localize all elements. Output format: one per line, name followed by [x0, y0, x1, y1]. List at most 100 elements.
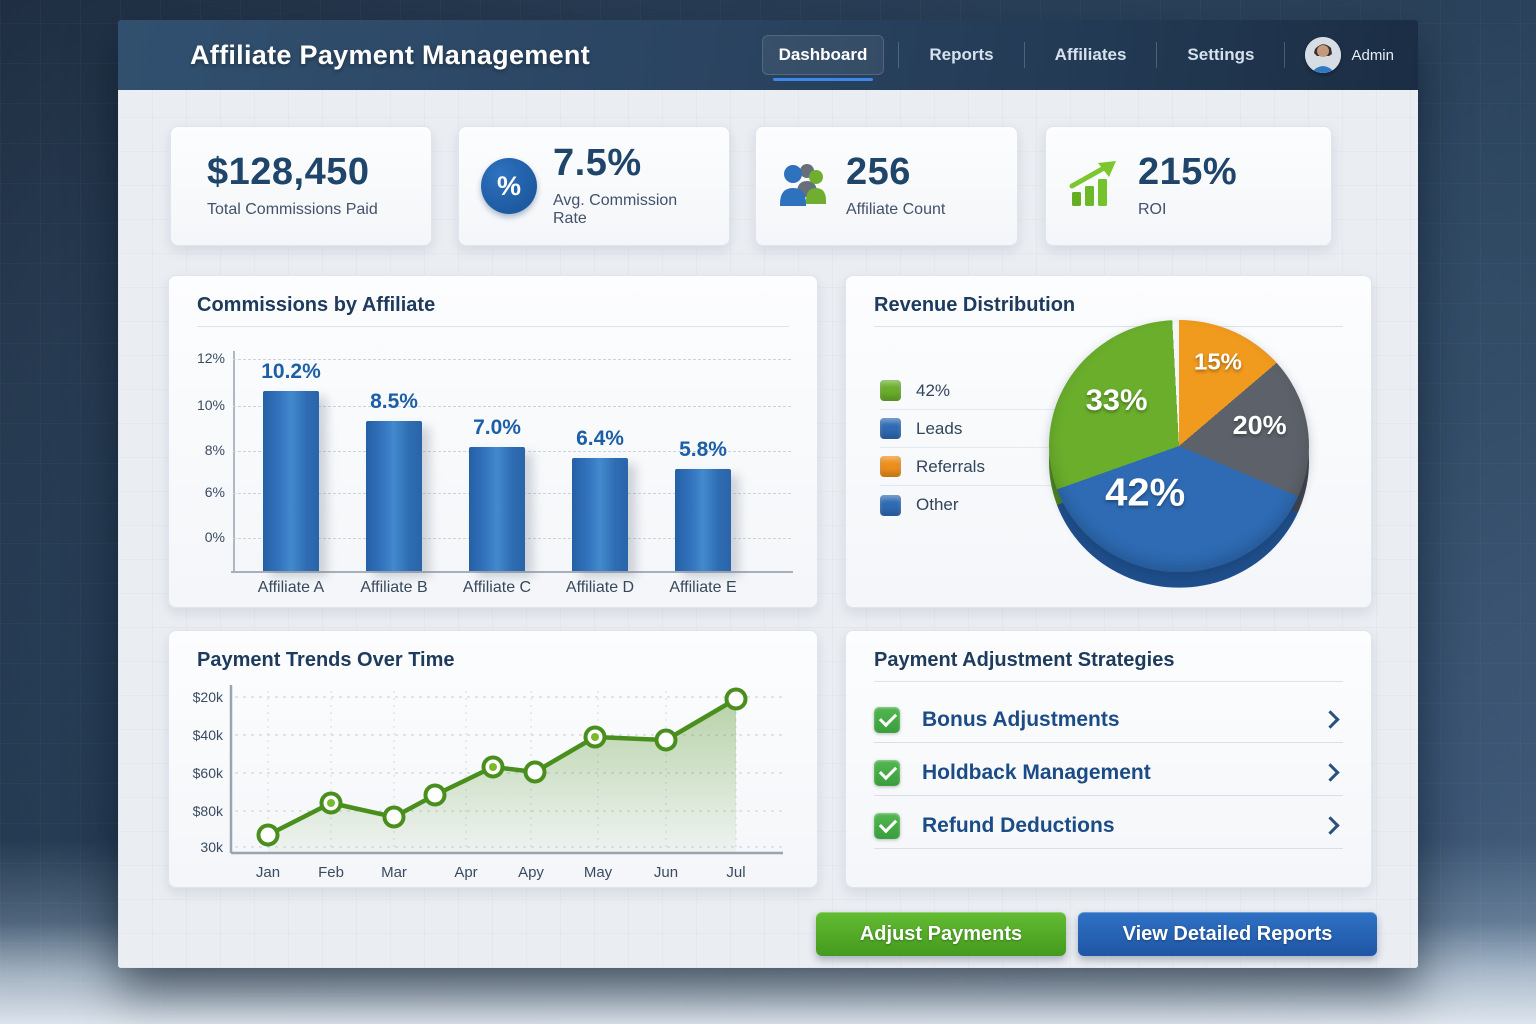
- legend-swatch: [880, 456, 901, 477]
- growth-chart-icon: [1068, 160, 1122, 213]
- legend-label: Referrals: [916, 456, 985, 476]
- checkbox-checked-icon[interactable]: [874, 706, 900, 733]
- nav-separator: [1156, 42, 1158, 68]
- data-point-inner-dot: [327, 799, 335, 807]
- dashboard-content: $128,450 Total Commissions Paid % 7.5% A…: [118, 90, 1418, 968]
- divider: [874, 681, 1343, 682]
- nav-menu: Dashboard Reports Affiliates Settings Ad…: [761, 35, 1394, 81]
- nav-separator: [1023, 42, 1025, 68]
- y-axis-line: [233, 351, 235, 571]
- bar-category-label: Affiliate D: [565, 579, 635, 596]
- strategy-row[interactable]: Holdback Management: [874, 750, 1343, 796]
- bar-chart-panel: Commissions by Affiliate 12% 10% 8% 6% 0% 10.…: [168, 275, 818, 608]
- pie-chart: 15% 20% 42% 33%: [1049, 319, 1309, 588]
- kpi-label: Affiliate Count: [846, 200, 946, 218]
- legend-label: Leads: [916, 418, 963, 438]
- kpi-value: 7.5%: [553, 142, 642, 185]
- chevron-right-icon[interactable]: [1321, 710, 1340, 729]
- gridline: [233, 406, 791, 407]
- strategies-title: Payment Adjustment Strategies: [874, 649, 1175, 671]
- legend-item: Other: [880, 486, 1060, 524]
- legend-label: 42%: [916, 380, 951, 400]
- kpi-card-total-commissions: $128,450 Total Commissions Paid: [170, 126, 432, 246]
- x-tick-label: Jan: [256, 864, 280, 881]
- user-menu[interactable]: Admin: [1299, 37, 1394, 73]
- kpi-value: 256: [846, 151, 911, 194]
- x-tick-label: Feb: [318, 864, 344, 881]
- kpi-value: 215%: [1138, 151, 1238, 194]
- x-tick-label: Mar: [381, 864, 407, 881]
- legend-swatch: [880, 380, 901, 401]
- legend-swatch: [880, 418, 901, 439]
- x-tick-label: May: [584, 864, 613, 881]
- pie-slice-label: 20%: [1232, 410, 1287, 440]
- legend-item: Referrals: [880, 448, 1060, 486]
- bar-category-label: Affiliate C: [462, 579, 532, 596]
- bar-category-label: Affiliate B: [360, 579, 428, 596]
- y-tick-label: $60k: [193, 765, 224, 781]
- bar[interactable]: [469, 447, 525, 571]
- data-point-marker: [654, 728, 678, 752]
- legend-item: 42%: [880, 372, 1060, 410]
- y-tick-label: 30k: [200, 839, 224, 855]
- bar-category-label: Affiliate A: [257, 579, 325, 596]
- kpi-value: $128,450: [207, 151, 370, 194]
- chevron-right-icon[interactable]: [1321, 763, 1340, 782]
- app-title: Affiliate Payment Management: [190, 39, 590, 70]
- y-tick-label: 12%: [196, 350, 225, 366]
- divider: [197, 326, 789, 327]
- pie-chart-title: Revenue Distribution: [874, 294, 1076, 316]
- legend-swatch: [880, 494, 901, 516]
- bar-value-label: 7.0%: [473, 416, 521, 439]
- adjust-payments-button[interactable]: Adjust Payments: [816, 912, 1066, 956]
- bar-chart-plot: 12% 10% 8% 6% 0% 10.2% Affiliate A 8.5% Affiliat…: [169, 276, 817, 607]
- nav-item-dashboard[interactable]: Dashboard: [761, 35, 885, 81]
- data-point-marker: [423, 783, 447, 807]
- bar[interactable]: [572, 458, 628, 571]
- data-point-marker: [724, 687, 748, 711]
- strategy-row[interactable]: Refund Deductions: [874, 803, 1343, 849]
- bar-value-label: 6.4%: [576, 427, 624, 450]
- user-avatar-image: [1305, 37, 1342, 73]
- avatar[interactable]: [1305, 37, 1342, 73]
- data-point-inner-dot: [489, 763, 497, 771]
- percent-icon: %: [481, 158, 537, 214]
- bar[interactable]: [263, 391, 319, 571]
- checkbox-checked-icon[interactable]: [874, 812, 900, 839]
- navbar: Affiliate Payment Management Dashboard R…: [118, 20, 1418, 90]
- checkbox-checked-icon[interactable]: [874, 759, 900, 786]
- gridline: [233, 359, 791, 360]
- area-fill: [268, 699, 736, 853]
- bar[interactable]: [366, 421, 422, 571]
- users-icon: [778, 161, 830, 212]
- data-point-marker: [256, 823, 280, 847]
- nav-item-reports[interactable]: Reports: [929, 45, 994, 64]
- view-detailed-reports-button[interactable]: View Detailed Reports: [1078, 912, 1377, 956]
- kpi-card-roi: 215% ROI: [1045, 126, 1332, 246]
- y-tick-label: $40k: [193, 727, 224, 743]
- kpi-label: Avg. Commission Rate: [553, 191, 678, 227]
- pie-slice-label: 42%: [1105, 472, 1186, 515]
- x-tick-label: Apr: [454, 864, 477, 881]
- pie-chart-panel: Revenue Distribution 42% Leads Referrals Ot…: [845, 275, 1372, 608]
- pie-legend: 42% Leads Referrals Other: [846, 372, 1076, 552]
- y-tick-label: 6%: [204, 484, 225, 500]
- nav-item-affiliates[interactable]: Affiliates: [1054, 45, 1127, 64]
- x-axis-line: [231, 571, 793, 573]
- bar[interactable]: [675, 469, 731, 571]
- y-tick-label: $80k: [193, 803, 224, 819]
- data-point-marker: [382, 805, 406, 829]
- bar-value-label: 8.5%: [370, 390, 418, 413]
- data-point-marker: [523, 760, 547, 784]
- chevron-right-icon[interactable]: [1321, 816, 1340, 835]
- nav-item-settings[interactable]: Settings: [1187, 45, 1255, 64]
- bar-value-label: 10.2%: [261, 360, 321, 383]
- bar-value-label: 5.8%: [679, 438, 727, 461]
- strategy-label: Refund Deductions: [922, 813, 1115, 837]
- strategies-list: Bonus Adjustments Holdback Management Refu…: [846, 631, 1371, 887]
- x-tick-label: Jun: [654, 864, 678, 881]
- nav-separator: [1284, 42, 1286, 68]
- pie-slice-labels: 15% 20% 42% 33%: [1049, 320, 1309, 576]
- line-chart-title: Payment Trends Over Time: [197, 649, 455, 671]
- strategy-row[interactable]: Bonus Adjustments: [874, 697, 1343, 743]
